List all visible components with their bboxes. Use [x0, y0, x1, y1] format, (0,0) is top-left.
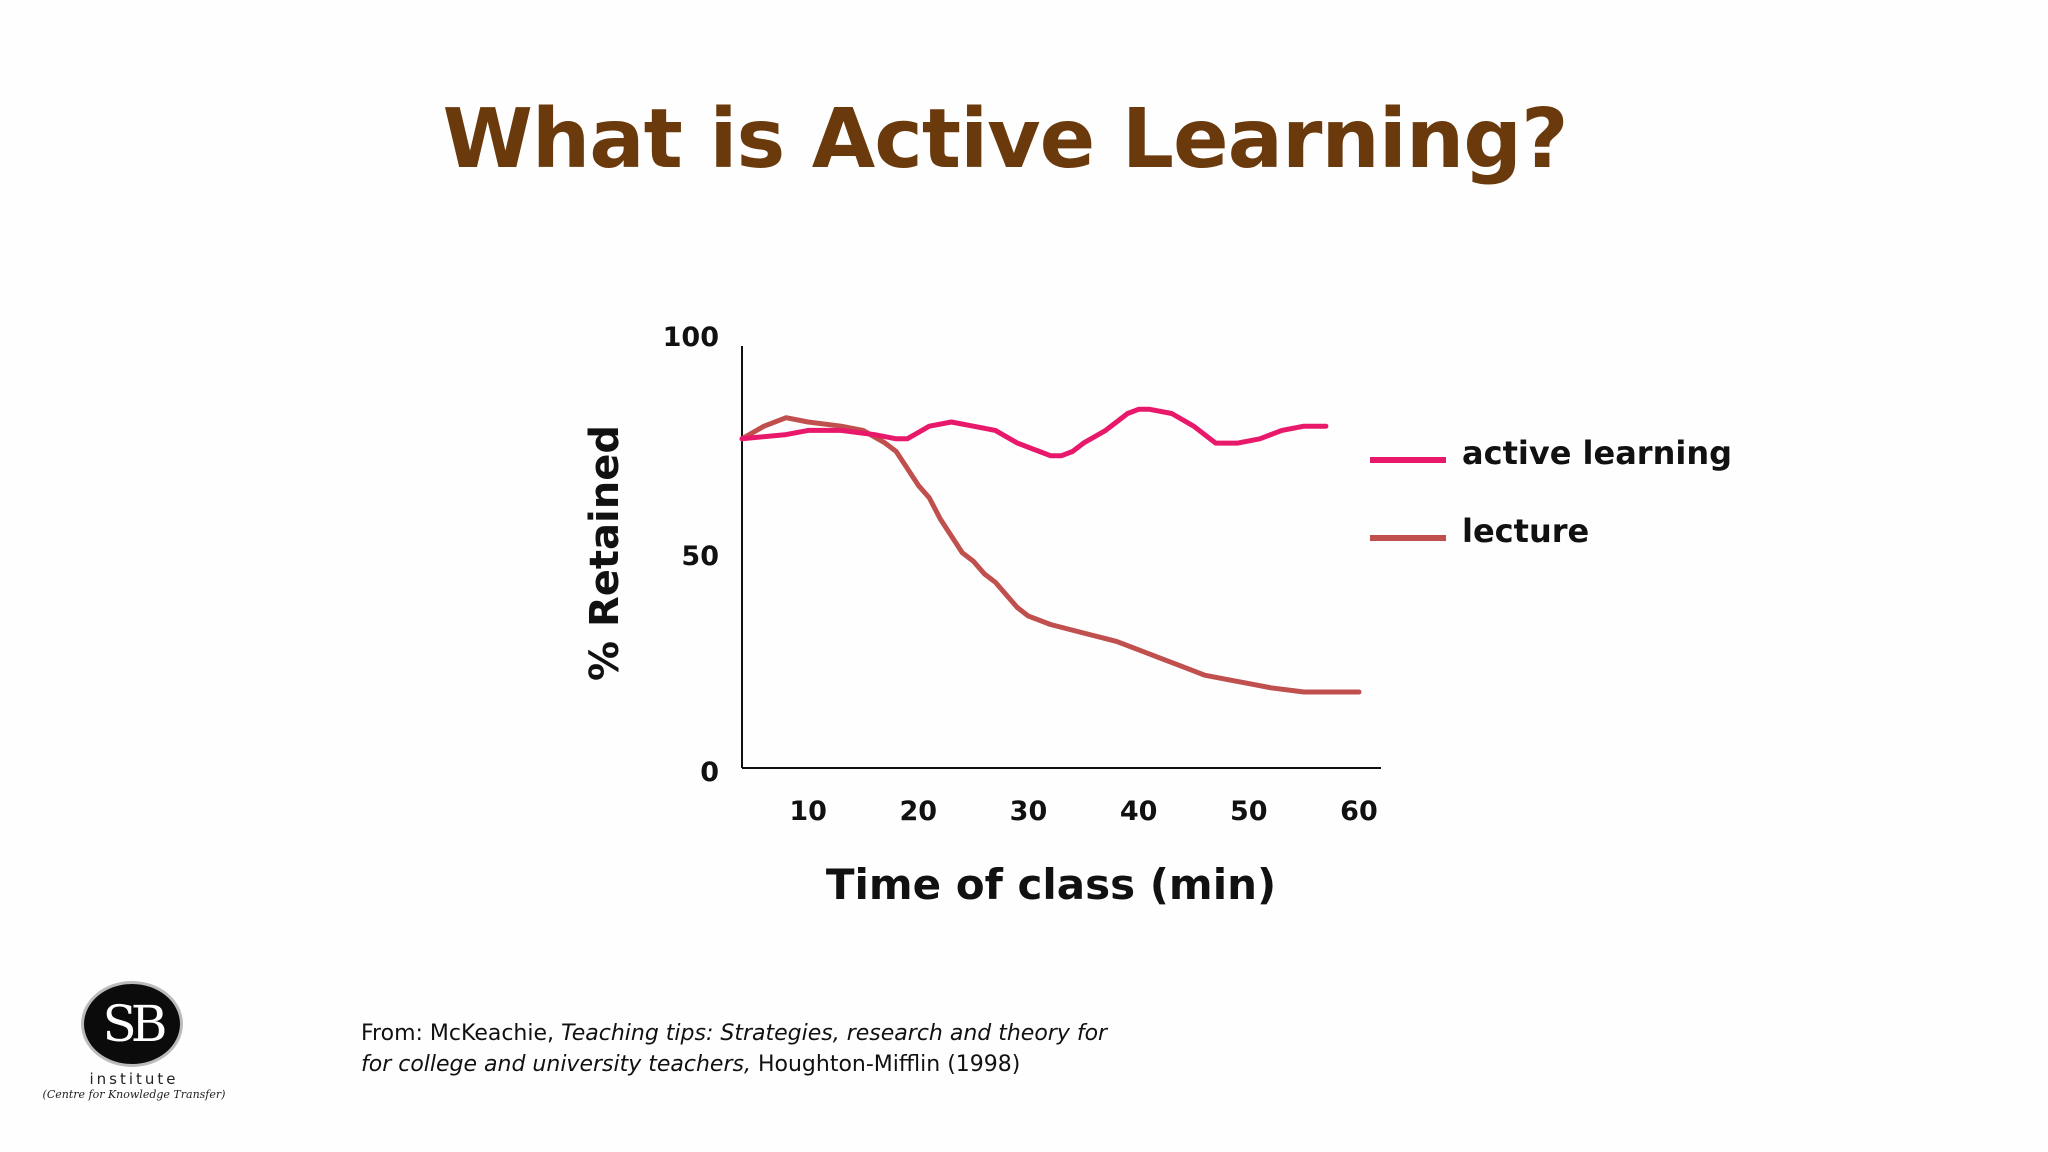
chart-axes: [741, 346, 1381, 769]
legend-label: lecture: [1462, 512, 1589, 550]
citation-title: Teaching tips: Strategies, research and …: [561, 1021, 1108, 1046]
y-tick-label: 100: [663, 322, 719, 353]
institute-logo: SB institute (Centre for Knowledge Trans…: [34, 984, 234, 1104]
chart-tick-labels: 10 20 30 40 50 60 0 50 100: [663, 322, 1378, 827]
x-tick-label: 10: [789, 796, 827, 827]
x-tick-label: 50: [1230, 796, 1268, 827]
x-tick-label: 60: [1340, 796, 1378, 827]
citation: From: McKeachie, Teaching tips: Strategi…: [361, 1018, 1107, 1080]
series-line-active-learning: [739, 406, 1329, 459]
logo-mark: SB: [102, 995, 168, 1053]
logo-name: institute: [89, 1070, 179, 1088]
logo-tagline: (Centre for Knowledge Transfer): [42, 1088, 226, 1101]
x-axis-label: Time of class (min): [826, 860, 1276, 909]
chart-legend: active learning lecture: [1370, 434, 1732, 550]
y-tick-label: 50: [681, 541, 719, 572]
x-tick-label: 40: [1120, 796, 1158, 827]
citation-publisher: Houghton-Mifflin (1998): [750, 1052, 1021, 1077]
slide-title: What is Active Learning?: [442, 92, 1568, 187]
citation-prefix: From: McKeachie,: [361, 1021, 562, 1046]
x-tick-label: 20: [899, 796, 937, 827]
logo-circle: [84, 984, 180, 1064]
series-line-lecture: [739, 415, 1362, 695]
y-tick-label: 0: [700, 757, 719, 788]
chart-series-lines: [739, 406, 1362, 695]
x-tick-label: 30: [1010, 796, 1048, 827]
citation-title-cont: for college and university teachers,: [361, 1052, 751, 1077]
y-axis-label: % Retained: [582, 425, 628, 681]
legend-label: active learning: [1462, 434, 1732, 472]
